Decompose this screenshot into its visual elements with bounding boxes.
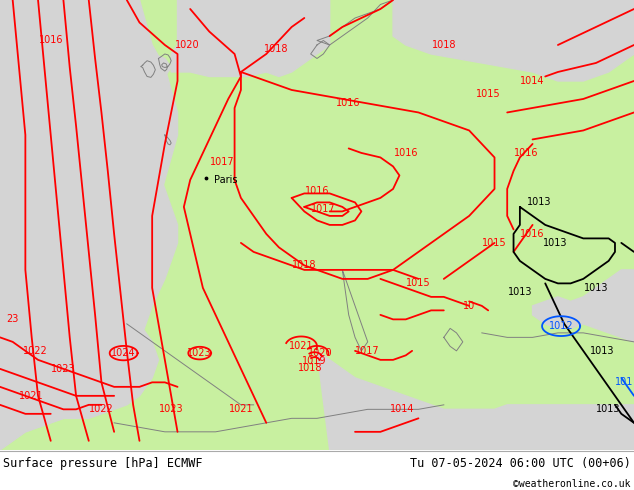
Text: 1013: 1013 xyxy=(597,404,621,415)
Text: 1023: 1023 xyxy=(159,404,183,415)
Text: 1021: 1021 xyxy=(20,391,44,401)
Polygon shape xyxy=(171,0,323,76)
Text: 101: 101 xyxy=(616,377,633,388)
Polygon shape xyxy=(393,0,634,81)
Text: 1023: 1023 xyxy=(51,364,75,374)
Text: 1018: 1018 xyxy=(432,40,456,50)
Text: 1016: 1016 xyxy=(521,229,545,239)
Text: 1013: 1013 xyxy=(508,287,532,297)
Text: Tu 07-05-2024 06:00 UTC (00+06): Tu 07-05-2024 06:00 UTC (00+06) xyxy=(410,457,631,470)
Text: 1019: 1019 xyxy=(302,356,326,366)
Text: 1024: 1024 xyxy=(112,348,136,358)
Text: 1016: 1016 xyxy=(337,98,361,108)
Text: 1017: 1017 xyxy=(210,157,234,167)
Polygon shape xyxy=(0,0,634,450)
Text: 1013: 1013 xyxy=(584,283,608,293)
Text: 1015: 1015 xyxy=(482,238,507,248)
Text: 1018: 1018 xyxy=(292,260,316,270)
Text: 1014: 1014 xyxy=(521,76,545,86)
Polygon shape xyxy=(317,351,634,450)
Text: 1017: 1017 xyxy=(356,346,380,356)
Text: Paris: Paris xyxy=(214,175,237,185)
Text: 1020: 1020 xyxy=(308,348,332,358)
Text: 1012: 1012 xyxy=(549,321,573,331)
Polygon shape xyxy=(178,0,330,76)
Text: 1016: 1016 xyxy=(305,186,329,196)
Polygon shape xyxy=(139,54,171,81)
Text: 1022: 1022 xyxy=(22,346,48,356)
Text: ©weatheronline.co.uk: ©weatheronline.co.uk xyxy=(514,479,631,489)
Text: 23: 23 xyxy=(6,315,19,324)
Polygon shape xyxy=(533,270,634,342)
Text: 1018: 1018 xyxy=(299,363,323,372)
Text: 1013: 1013 xyxy=(527,197,551,207)
Text: 1017: 1017 xyxy=(311,204,335,214)
Text: 1021: 1021 xyxy=(229,404,253,415)
Text: 1016: 1016 xyxy=(394,148,418,158)
Text: 1020: 1020 xyxy=(175,40,199,50)
Text: 1013: 1013 xyxy=(590,346,614,356)
Text: 1016: 1016 xyxy=(514,148,538,158)
Text: 1016: 1016 xyxy=(39,35,63,46)
Text: Surface pressure [hPa] ECMWF: Surface pressure [hPa] ECMWF xyxy=(3,457,203,470)
Text: 1021: 1021 xyxy=(289,342,313,351)
Text: 1015: 1015 xyxy=(476,90,500,99)
Text: 1014: 1014 xyxy=(391,404,415,415)
Text: 1018: 1018 xyxy=(264,45,288,54)
Text: 1022: 1022 xyxy=(89,404,114,415)
Polygon shape xyxy=(0,0,178,450)
Polygon shape xyxy=(0,0,178,450)
Text: 10: 10 xyxy=(463,301,476,311)
Text: 1015: 1015 xyxy=(406,278,430,289)
Text: 1013: 1013 xyxy=(543,238,567,248)
Text: 1023: 1023 xyxy=(188,348,212,358)
Polygon shape xyxy=(609,0,634,54)
